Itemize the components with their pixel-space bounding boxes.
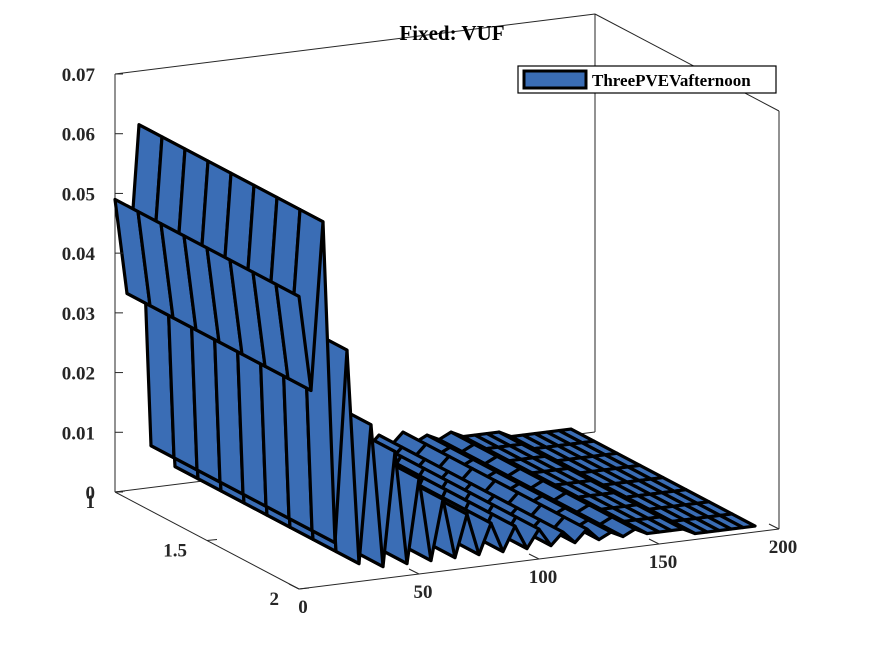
legend-swatch bbox=[522, 69, 588, 90]
z-tick-label: 0.04 bbox=[62, 244, 96, 265]
x-tick-mark bbox=[648, 538, 660, 545]
z-tick-label: 0.02 bbox=[62, 364, 95, 385]
legend-label: ThreePVEVafternoon bbox=[592, 71, 751, 90]
surface-patch bbox=[274, 282, 313, 393]
axis-edge-back-top bbox=[114, 13, 596, 75]
legend: ThreePVEVafternoon bbox=[517, 65, 777, 94]
x-tick-label: 50 bbox=[414, 582, 433, 603]
x-tick-mark bbox=[408, 568, 420, 575]
z-tick-label: 0.07 bbox=[62, 65, 96, 86]
x-tick-mark bbox=[528, 553, 540, 560]
x-tick-label: 200 bbox=[769, 537, 798, 558]
x-tick-label: 100 bbox=[529, 567, 558, 588]
data-surface bbox=[113, 123, 757, 569]
x-tick-mark bbox=[288, 583, 300, 590]
axis-edge-right-top bbox=[594, 13, 780, 112]
z-tick-label: 0.06 bbox=[62, 125, 95, 146]
x-tick-mark bbox=[768, 523, 780, 530]
y-tick-label: 1 bbox=[86, 492, 96, 513]
axis-ticks: 05010015020011.5200.010.020.030.040.050.… bbox=[62, 65, 798, 618]
y-tick-label: 2 bbox=[270, 589, 280, 610]
z-tick-label: 0.01 bbox=[62, 423, 95, 444]
x-tick-label: 150 bbox=[649, 552, 678, 573]
z-tick-label: 0.05 bbox=[62, 184, 95, 205]
y-tick-mark bbox=[298, 587, 310, 590]
z-tick-label: 0 bbox=[86, 483, 96, 504]
chart-title: Fixed: VUF bbox=[399, 21, 504, 45]
x-tick-label: 0 bbox=[298, 597, 308, 618]
y-tick-mark bbox=[206, 539, 218, 541]
z-tick-label: 0.03 bbox=[62, 304, 95, 325]
y-tick-label: 1.5 bbox=[163, 541, 187, 562]
